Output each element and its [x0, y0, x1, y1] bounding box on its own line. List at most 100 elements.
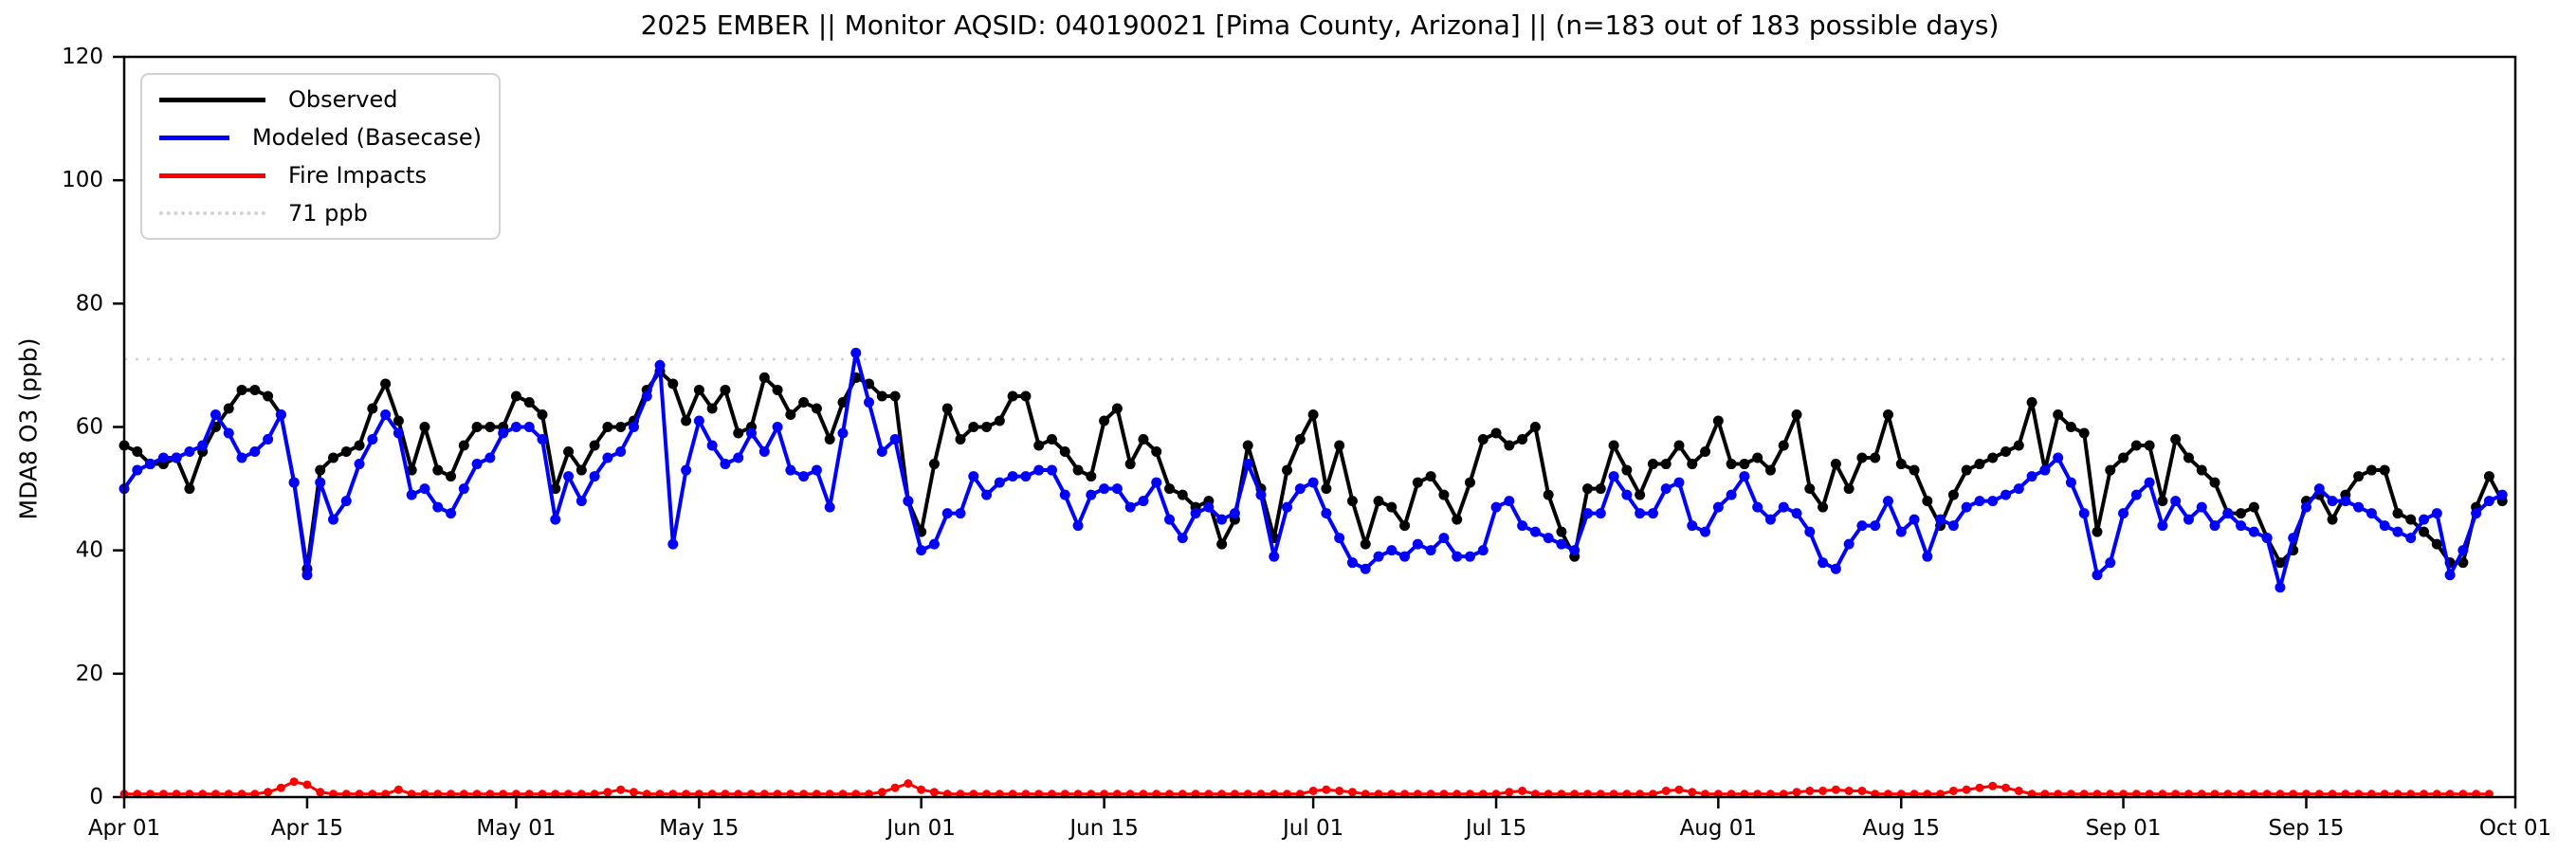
observed-point — [2026, 396, 2037, 408]
modeled-basecase-point — [1700, 526, 1711, 537]
observed-point — [380, 378, 392, 390]
observed-point — [994, 415, 1005, 426]
fire-impacts-point — [1831, 785, 1840, 794]
modeled-basecase-point — [968, 471, 979, 482]
modeled-basecase-point — [1138, 496, 1149, 507]
observed-point — [1739, 459, 1750, 470]
modeled-basecase-point — [2209, 520, 2220, 532]
modeled-basecase-point — [2405, 533, 2417, 544]
observed-point — [2275, 557, 2286, 569]
fire-impacts-point — [1975, 783, 1984, 792]
fire-impacts-point — [316, 788, 325, 797]
modeled-basecase-point — [1870, 520, 1881, 532]
observed-point — [1059, 446, 1070, 458]
observed-point — [1595, 483, 1606, 495]
observed-point — [1582, 483, 1594, 495]
modeled-basecase-point — [1843, 538, 1854, 550]
observed-point — [2078, 427, 2090, 439]
observed-point — [2419, 526, 2430, 537]
observed-point — [1151, 446, 1162, 458]
observed-point — [1138, 434, 1149, 445]
modeled-basecase-point — [798, 471, 810, 482]
modeled-basecase-point — [1987, 496, 1999, 507]
observed-point — [1099, 415, 1110, 426]
observed-line — [122, 369, 2505, 572]
observed-point — [798, 396, 810, 408]
modeled-basecase-point — [1504, 496, 1515, 507]
modeled-basecase-point — [236, 452, 247, 463]
legend-label: Fire Impacts — [288, 162, 427, 189]
modeled-basecase-point — [1059, 489, 1070, 500]
observed-point — [1556, 526, 1567, 537]
observed-point — [1282, 464, 1293, 476]
modeled-basecase-point — [641, 390, 652, 402]
observed-point — [575, 464, 587, 476]
legend-item-threshold: 71 ppb — [159, 200, 482, 227]
observed-point — [1294, 434, 1306, 445]
observed-point — [1321, 483, 1332, 495]
x-axis-tick-label: May 01 — [476, 816, 556, 841]
x-axis-tick-label: Jul 15 — [1464, 816, 1526, 841]
fire-impacts-point — [1347, 788, 1357, 797]
modeled-basecase-point — [2118, 508, 2129, 519]
fire-impacts-point — [302, 780, 312, 789]
modeled-basecase-point — [720, 459, 731, 470]
modeled-basecase-point — [393, 427, 404, 439]
observed-point — [876, 390, 887, 402]
observed-point — [1700, 446, 1711, 458]
fire-impacts-point — [1962, 785, 1971, 794]
modeled-basecase-point — [1739, 471, 1750, 482]
modeled-basecase-point — [145, 459, 156, 470]
modeled-basecase-point — [1517, 520, 1528, 532]
observed-point — [1687, 459, 1698, 470]
x-axis-tick-label: May 15 — [659, 816, 739, 841]
modeled-basecase-point — [2340, 496, 2351, 507]
fire-impacts-point — [264, 788, 273, 797]
modeled-basecase-point — [889, 434, 901, 445]
observed-point — [2183, 452, 2194, 463]
observed-point — [1778, 440, 1789, 451]
modeled-basecase-point — [1242, 459, 1253, 470]
modeled-basecase-point — [2327, 496, 2338, 507]
observed-point — [1046, 434, 1057, 445]
modeled-basecase-point — [1203, 501, 1215, 513]
modeled-basecase-point — [1830, 563, 1841, 574]
observed-point — [1007, 390, 1018, 402]
modeled-basecase-point — [1046, 464, 1057, 476]
modeled-basecase-point — [419, 483, 430, 495]
modeled-basecase-point — [1151, 477, 1162, 488]
modeled-line-sample — [159, 135, 229, 140]
observed-point — [1543, 489, 1554, 500]
modeled-basecase-point — [354, 459, 365, 470]
observed-point — [1438, 489, 1450, 500]
modeled-basecase-point — [328, 514, 339, 525]
modeled-basecase-point — [1294, 483, 1306, 495]
modeled-basecase-point — [1020, 471, 1032, 482]
observed-point — [1373, 496, 1384, 507]
modeled-basecase-point — [589, 471, 600, 482]
observed-point — [733, 427, 744, 439]
legend-label: Modeled (Basecase) — [251, 124, 482, 151]
modeled-basecase-point — [1935, 514, 1946, 525]
fire-impacts-point — [1688, 788, 1697, 797]
observed-point — [1517, 434, 1528, 445]
observed-point — [354, 440, 365, 451]
modeled-basecase-point — [811, 464, 822, 476]
observed-point — [432, 464, 444, 476]
observed-point — [1334, 440, 1345, 451]
modeled-basecase-point — [746, 427, 758, 439]
modeled-basecase-point — [1386, 545, 1398, 556]
observed-point — [811, 403, 822, 414]
modeled-basecase-point — [2288, 533, 2299, 544]
fire-impacts-point — [890, 783, 900, 792]
observed-point — [981, 422, 993, 432]
x-axis-tick-label: Apr 15 — [271, 816, 343, 841]
observed-point — [2065, 422, 2076, 432]
observed-point — [484, 422, 496, 432]
modeled-basecase-point — [223, 427, 234, 439]
x-axis-tick-label: Sep 01 — [2086, 816, 2162, 841]
y-axis-tick-label: 120 — [62, 45, 103, 69]
modeled-basecase-point — [1229, 508, 1240, 519]
observed-point — [2392, 508, 2403, 519]
chart-title: 2025 EMBER || Monitor AQSID: 040190021 [… — [640, 9, 2000, 41]
